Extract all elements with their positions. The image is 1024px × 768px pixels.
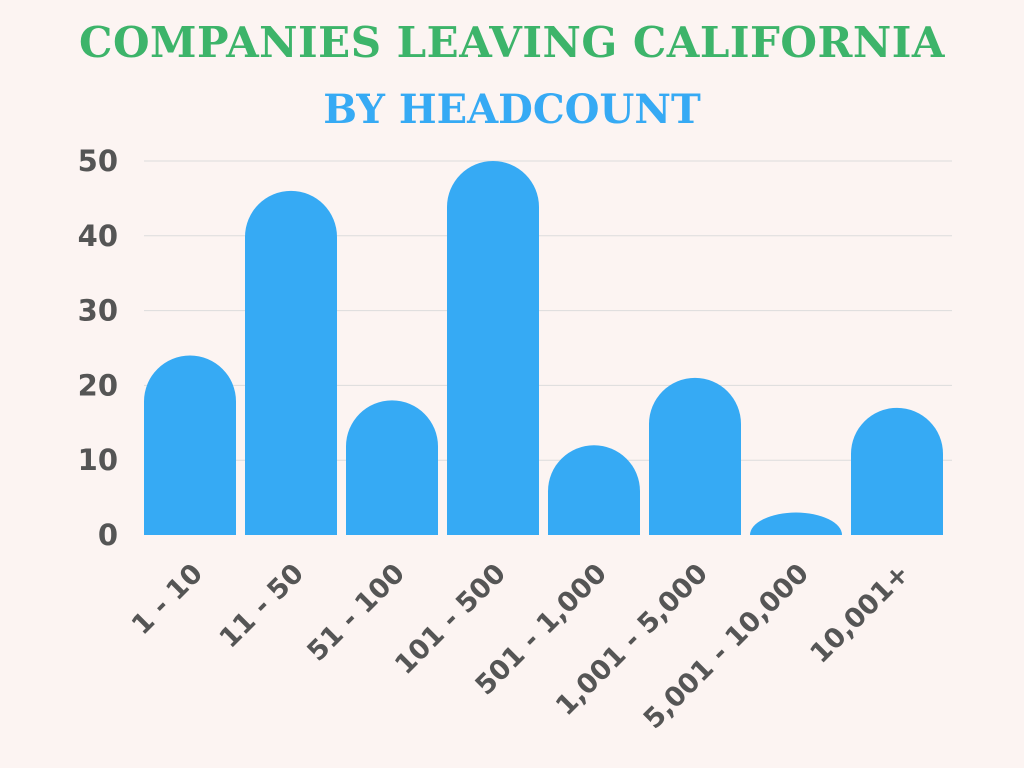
bar — [851, 407, 943, 535]
y-tick-label: 0 — [98, 518, 118, 552]
bar — [144, 355, 236, 535]
chart-subtitle: BY HEADCOUNT — [323, 86, 701, 133]
bar — [649, 377, 741, 535]
bar — [548, 445, 640, 535]
x-tick-label: 11 - 50 — [214, 558, 310, 654]
bar — [346, 400, 438, 535]
bar — [447, 161, 539, 535]
y-tick-label: 40 — [78, 219, 118, 253]
x-tick-label: 10,001+ — [804, 558, 916, 670]
chart-title: COMPANIES LEAVING CALIFORNIA — [79, 18, 945, 67]
y-tick-label: 50 — [78, 144, 118, 178]
x-tick-label: 51 - 100 — [301, 558, 411, 668]
bar — [750, 512, 842, 535]
y-tick-label: 30 — [78, 294, 118, 328]
y-tick-label: 10 — [78, 443, 118, 477]
bar — [245, 190, 337, 535]
y-tick-label: 20 — [78, 368, 118, 402]
x-tick-label: 1 - 10 — [126, 558, 209, 641]
